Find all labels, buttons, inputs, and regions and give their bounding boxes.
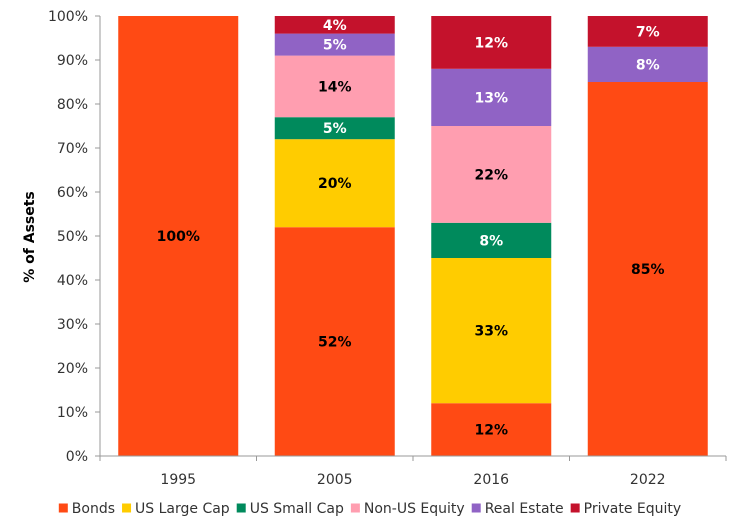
legend-swatch xyxy=(570,503,580,513)
bar-segment xyxy=(431,126,552,223)
bar-segment xyxy=(274,33,395,56)
x-tick-label: 2016 xyxy=(473,472,509,488)
bar-segment xyxy=(118,16,239,456)
y-axis-label: % of Assets xyxy=(22,191,38,283)
legend-swatch xyxy=(58,503,68,513)
y-tick-label: 20% xyxy=(57,361,88,377)
legend-swatch xyxy=(236,503,246,513)
legend-label: Non-US Equity xyxy=(364,501,465,517)
legend-label: Real Estate xyxy=(485,501,564,517)
y-tick-label: 50% xyxy=(57,229,88,245)
data-label: 100% xyxy=(157,229,200,245)
legend-label: Private Equity xyxy=(584,501,682,517)
data-label: 8% xyxy=(636,57,660,73)
data-label: 22% xyxy=(474,167,508,183)
x-axis: 1995 2005 2016 2022 xyxy=(99,455,727,488)
bar-segment xyxy=(431,16,552,69)
y-tick-label: 90% xyxy=(57,53,88,69)
y-axis: 0% 10% 20% 30% 40% 50% 60% 70% 80% 90% 100% xyxy=(48,9,101,465)
y-tick-label: 60% xyxy=(57,185,88,201)
bar-segment xyxy=(431,222,552,258)
data-label: 5% xyxy=(323,121,347,137)
legend-swatch xyxy=(122,503,132,513)
x-tick-label: 1995 xyxy=(160,472,196,488)
data-label: 52% xyxy=(318,335,352,351)
y-tick-label: 100% xyxy=(48,9,88,25)
bar-segment xyxy=(587,82,708,456)
bar-segment xyxy=(274,117,395,140)
legend-swatch xyxy=(350,503,360,513)
legend-label: US Large Cap xyxy=(135,501,230,517)
data-labels-group: 100% 52% 20% 5% 14% 5% 4% 12% 33% 8% 22% 13% 12% 85% 8… xyxy=(157,18,665,439)
y-tick-label: 0% xyxy=(66,449,88,465)
y-tick-label: 70% xyxy=(57,141,88,157)
data-label: 13% xyxy=(474,90,508,106)
data-label: 20% xyxy=(318,176,352,192)
y-tick-label: 80% xyxy=(57,97,88,113)
bar-segment xyxy=(274,16,395,34)
x-tick-label: 2022 xyxy=(630,472,666,488)
bar-segment xyxy=(431,403,552,456)
y-tick-label: 40% xyxy=(57,273,88,289)
bars-group xyxy=(118,16,708,456)
legend: Bonds US Large Cap US Small Cap Non-US Equi… xyxy=(58,501,682,517)
legend-label: US Small Cap xyxy=(250,501,344,517)
bar-segment xyxy=(587,46,708,82)
bar-segment xyxy=(587,16,708,47)
legend-swatch xyxy=(471,503,481,513)
data-label: 7% xyxy=(636,24,660,40)
y-tick-label: 10% xyxy=(57,405,88,421)
bar-segment xyxy=(274,227,395,456)
y-tick-label: 30% xyxy=(57,317,88,333)
bar-segment xyxy=(274,139,395,228)
data-label: 5% xyxy=(323,38,347,54)
data-label: 4% xyxy=(323,18,347,34)
bar-segment xyxy=(431,68,552,126)
data-label: 8% xyxy=(479,233,503,249)
x-tick-label: 2005 xyxy=(317,472,353,488)
data-label: 12% xyxy=(474,423,508,439)
data-label: 14% xyxy=(318,79,352,95)
legend-label: Bonds xyxy=(72,501,115,517)
data-label: 33% xyxy=(474,324,508,340)
bar-segment xyxy=(431,258,552,404)
bar-segment xyxy=(274,55,395,118)
data-label: 12% xyxy=(474,35,508,51)
data-label: 85% xyxy=(631,262,665,278)
